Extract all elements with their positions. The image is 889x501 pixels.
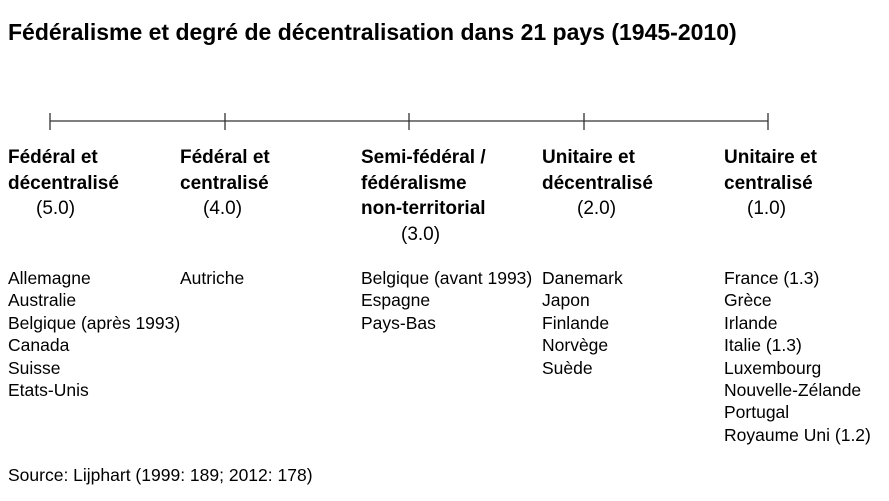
list-item: Norvège bbox=[542, 335, 609, 356]
category-label: Fédéral et décentralisé bbox=[8, 147, 119, 194]
category-label: Unitaire et centralisé bbox=[724, 147, 817, 194]
category-label: Unitaire et décentralisé bbox=[542, 147, 653, 194]
category-score: (3.0) bbox=[401, 223, 441, 245]
list-item: Japon bbox=[542, 290, 590, 311]
list-item: Nouvelle-Zélande bbox=[724, 380, 862, 401]
list-item: Suisse bbox=[8, 357, 61, 378]
scale-axis bbox=[49, 113, 769, 130]
list-item: Danemark bbox=[542, 268, 623, 288]
category-unitary-decentralized: Unitaire et décentralisé (2.0) bbox=[542, 145, 653, 222]
list-item: Australie bbox=[8, 290, 77, 311]
country-list-unitary-centralized: France (1.3) Grèce Irlande Italie (1.3) … bbox=[724, 267, 871, 446]
category-score: (4.0) bbox=[203, 198, 243, 219]
list-item: Belgique (après 1993) bbox=[8, 312, 181, 333]
country-list-federal-decentralized: Allemagne Australie Belgique (après 1993… bbox=[8, 267, 180, 401]
list-item: Suède bbox=[542, 357, 593, 378]
country-list-federal-centralized: Autriche bbox=[180, 267, 244, 289]
category-label: Fédéral et centralisé bbox=[180, 147, 270, 194]
category-score: (2.0) bbox=[577, 198, 617, 219]
country-list-unitary-decentralized: Danemark Japon Finlande Norvège Suède bbox=[542, 267, 623, 379]
list-item: Espagne bbox=[361, 290, 431, 311]
list-item: Finlande bbox=[542, 312, 610, 333]
category-federal-decentralized: Fédéral et décentralisé (5.0) bbox=[8, 145, 119, 222]
category-label: Semi-fédéral / fédéralisme non-territori… bbox=[361, 147, 486, 219]
list-item: Allemagne bbox=[8, 268, 91, 288]
list-item: Etats-Unis bbox=[8, 380, 89, 401]
category-federal-centralized: Fédéral et centralisé (4.0) bbox=[180, 145, 270, 222]
list-item: Autriche bbox=[180, 268, 245, 288]
list-item: Luxembourg bbox=[724, 357, 822, 378]
category-semi-federal: Semi-fédéral / fédéralisme non-territori… bbox=[361, 145, 486, 247]
list-item: Canada bbox=[8, 335, 70, 356]
list-item: Portugal bbox=[724, 402, 790, 423]
list-item: Irlande bbox=[724, 312, 778, 333]
category-score: (5.0) bbox=[36, 198, 76, 219]
list-item: Pays-Bas bbox=[361, 312, 436, 333]
source-note: Source: Lijphart (1999: 189; 2012: 178) bbox=[8, 465, 313, 485]
list-item: Grèce bbox=[724, 290, 772, 311]
list-item: Italie (1.3) bbox=[724, 335, 802, 356]
list-item: Royaume Uni (1.2) bbox=[724, 424, 871, 445]
category-unitary-centralized: Unitaire et centralisé (1.0) bbox=[724, 145, 817, 222]
country-list-semi-federal: Belgique (avant 1993) Espagne Pays-Bas bbox=[361, 267, 532, 334]
diagram-title: Fédéralisme et degré de décentralisation… bbox=[8, 19, 737, 45]
list-item: France (1.3) bbox=[724, 268, 820, 288]
list-item: Belgique (avant 1993) bbox=[361, 268, 533, 288]
category-score: (1.0) bbox=[747, 198, 787, 219]
